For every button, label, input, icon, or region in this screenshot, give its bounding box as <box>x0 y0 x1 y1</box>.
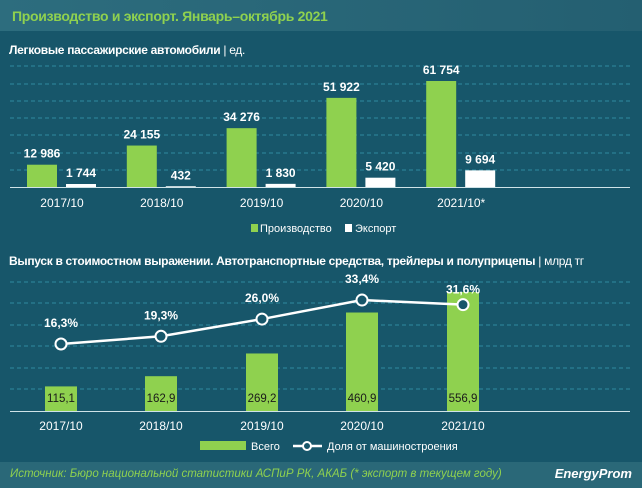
x-tick-label: 2018/10 <box>140 196 184 210</box>
x-tick-label: 2019/10 <box>240 419 284 433</box>
total-label: 162,9 <box>147 393 176 405</box>
chart1-title: Легковые пассажирские автомобили | ед. <box>9 43 245 57</box>
export-bar <box>265 183 296 187</box>
legend-total-label: Всего <box>251 441 280 453</box>
x-tick-label: 2017/10 <box>39 419 83 433</box>
share-label: 33,4% <box>345 272 379 286</box>
legend-share-label: Доля от машиностроения <box>327 441 458 453</box>
production-label: 24 155 <box>123 128 160 142</box>
page-title: Производство и экспорт. Январь–октябрь 2… <box>12 8 328 24</box>
production-label: 12 986 <box>24 147 61 161</box>
production-bar <box>426 81 457 187</box>
export-bar <box>165 186 196 187</box>
x-tick-label: 2021/10* <box>437 196 485 210</box>
export-bar <box>66 184 96 187</box>
production-bar <box>27 164 57 187</box>
share-label: 26,0% <box>245 291 279 305</box>
x-tick-label: 2020/10 <box>340 419 384 433</box>
export-label: 432 <box>171 168 191 182</box>
total-bar <box>447 292 479 411</box>
chart2-unit: | млрд тг <box>538 254 584 268</box>
source-note: Источник: Бюро национальной статистики А… <box>10 468 502 480</box>
x-tick-label: 2018/10 <box>139 419 183 433</box>
legend-export-label: Экспорт <box>355 223 396 235</box>
total-bar <box>45 386 77 411</box>
export-label: 1 744 <box>66 166 96 180</box>
production-label: 34 276 <box>223 110 260 124</box>
legend-export-swatch <box>345 224 352 232</box>
production-bar <box>226 128 257 187</box>
share-marker <box>355 293 369 307</box>
chart1-unit: | ед. <box>223 43 246 57</box>
x-tick-label: 2020/10 <box>340 196 384 210</box>
total-bar <box>246 353 278 411</box>
share-label: 16,3% <box>44 316 78 330</box>
legend-production-label: Производство <box>260 223 332 235</box>
share-marker <box>255 312 269 326</box>
export-label: 1 830 <box>266 166 296 180</box>
legend-share-marker <box>302 441 312 451</box>
header-band: Производство и экспорт. Январь–октябрь 2… <box>0 0 642 31</box>
share-marker <box>456 298 470 312</box>
total-label: 269,2 <box>248 393 277 405</box>
x-tick-label: 2019/10 <box>240 196 284 210</box>
export-bar <box>365 177 396 187</box>
export-label: 9 694 <box>465 152 495 166</box>
legend-total-swatch <box>200 441 246 450</box>
x-tick-label: 2017/10 <box>40 196 84 210</box>
total-label: 115,1 <box>47 393 75 405</box>
production-bar <box>126 145 157 187</box>
x-tick-label: 2021/10 <box>441 419 485 433</box>
production-label: 51 922 <box>323 80 360 94</box>
total-bar <box>346 312 378 411</box>
share-label: 31,6% <box>446 283 480 297</box>
share-label: 19,3% <box>144 308 178 322</box>
chart2-title: Выпуск в стоимостном выражении. Автотран… <box>9 254 584 268</box>
chart2-title-text: Выпуск в стоимостном выражении. Автотран… <box>9 254 536 268</box>
total-label: 460,9 <box>348 393 377 405</box>
production-bar <box>326 97 357 187</box>
footer: Источник: Бюро национальной статистики А… <box>0 462 642 488</box>
total-label: 556,9 <box>449 393 478 405</box>
total-bar <box>145 376 177 411</box>
export-label: 5 420 <box>365 160 395 174</box>
logo: EnergyProm <box>554 466 632 481</box>
chart1-title-text: Легковые пассажирские автомобили <box>9 43 221 57</box>
share-marker <box>54 337 68 351</box>
export-bar <box>465 170 496 187</box>
legend-production-swatch <box>251 224 258 232</box>
production-label: 61 754 <box>423 63 460 77</box>
share-marker <box>154 329 168 343</box>
